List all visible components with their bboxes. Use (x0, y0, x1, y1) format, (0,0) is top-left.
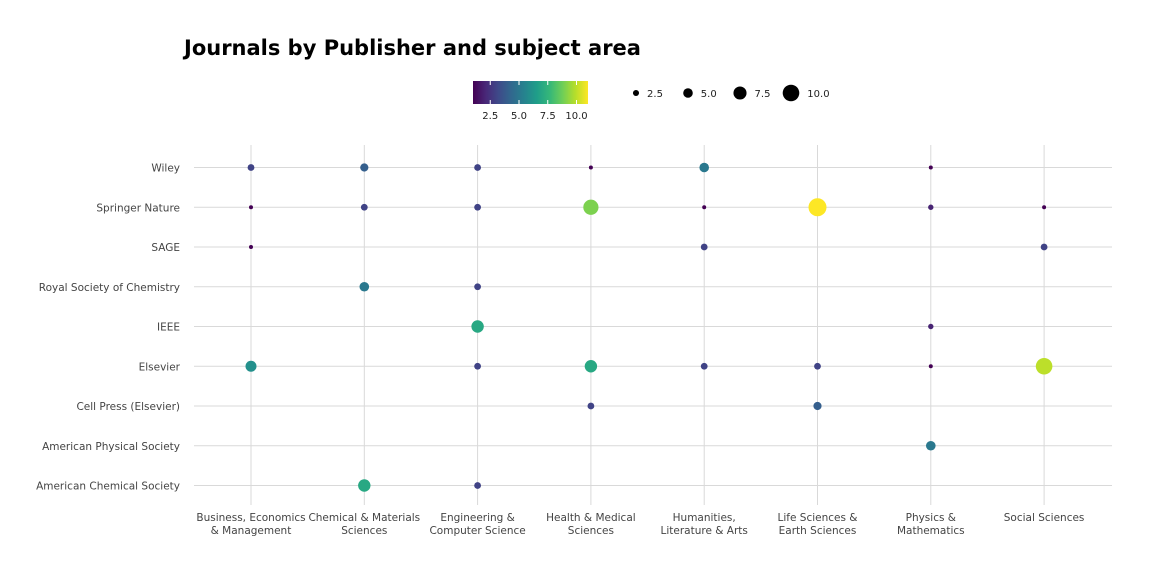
size-legend-dot (632, 89, 640, 97)
chart-title: Journals by Publisher and subject area (182, 36, 641, 60)
data-point (245, 360, 257, 372)
legend: 2.5 5.0 7.5 10.0 2.5 5.0 7.5 10.0 (473, 81, 830, 122)
data-point (587, 402, 595, 410)
data-point (247, 164, 255, 171)
data-point (583, 199, 599, 215)
y-tick-label: Elsevier (139, 361, 181, 373)
x-tick-label: Engineering & Computer Science (429, 512, 525, 537)
y-tick-label: Royal Society of Chemistry (39, 282, 180, 294)
data-point (1042, 205, 1047, 210)
data-point (928, 165, 933, 170)
data-point (1035, 357, 1053, 375)
data-point (928, 323, 934, 330)
data-points (245, 162, 1053, 492)
data-point (359, 281, 370, 292)
data-point (358, 479, 371, 492)
color-scale-label: 7.5 (540, 111, 556, 122)
color-scale-bar (473, 81, 588, 104)
x-tick-label: Life Sciences & Earth Sciences (778, 512, 858, 537)
x-tick-label: Business, Economics & Management (196, 512, 305, 537)
data-point (813, 401, 822, 411)
y-tick-label: SAGE (151, 242, 180, 254)
size-legend-dot (782, 84, 800, 102)
x-tick-label: Health & Medical Sciences (546, 512, 636, 537)
data-point (700, 243, 708, 251)
y-tick-label: IEEE (157, 322, 180, 334)
y-tick-label: Springer Nature (96, 202, 180, 214)
data-point (588, 165, 593, 170)
size-legend-label: 5.0 (701, 89, 717, 100)
data-point (474, 164, 481, 171)
data-point (471, 320, 484, 333)
y-tick-label: American Chemical Society (36, 481, 180, 493)
size-legend-label: 7.5 (755, 89, 771, 100)
size-legend-label: 2.5 (647, 89, 663, 100)
y-axis-labels: Wiley Springer Nature SAGE Royal Society of… (36, 163, 181, 493)
data-point (814, 362, 821, 370)
data-point (249, 205, 253, 210)
x-tick-label: Physics & Mathematics (897, 512, 965, 537)
data-point (360, 163, 369, 172)
x-tick-label: Chemical & Materials Sciences (308, 512, 420, 537)
size-legend-dot (683, 88, 693, 98)
y-tick-label: American Physical Society (42, 441, 180, 453)
color-scale-label: 10.0 (565, 111, 587, 122)
data-point (360, 203, 368, 211)
y-tick-label: Wiley (151, 163, 180, 175)
data-point (926, 440, 936, 451)
data-point (1040, 243, 1048, 251)
data-point (584, 360, 598, 373)
data-point (808, 198, 827, 217)
data-point (474, 283, 481, 291)
x-tick-label: Humanities, Literature & Arts (661, 512, 748, 537)
data-point (249, 245, 253, 249)
data-point (699, 162, 709, 173)
data-point (700, 362, 708, 370)
grid (194, 145, 1112, 505)
data-point (928, 364, 933, 369)
y-tick-label: Cell Press (Elsevier) (76, 401, 180, 413)
data-point (474, 203, 481, 211)
color-scale-label: 5.0 (511, 111, 527, 122)
data-point (928, 204, 934, 210)
size-legend-dot (733, 86, 747, 100)
x-tick-label: Social Sciences (1004, 512, 1085, 524)
size-legend-label: 10.0 (807, 89, 829, 100)
data-point (474, 362, 481, 370)
color-scale-label: 2.5 (482, 111, 498, 122)
data-point (702, 205, 707, 210)
x-axis-labels: Business, Economics & ManagementChemical … (196, 512, 1084, 537)
data-point (474, 482, 481, 489)
